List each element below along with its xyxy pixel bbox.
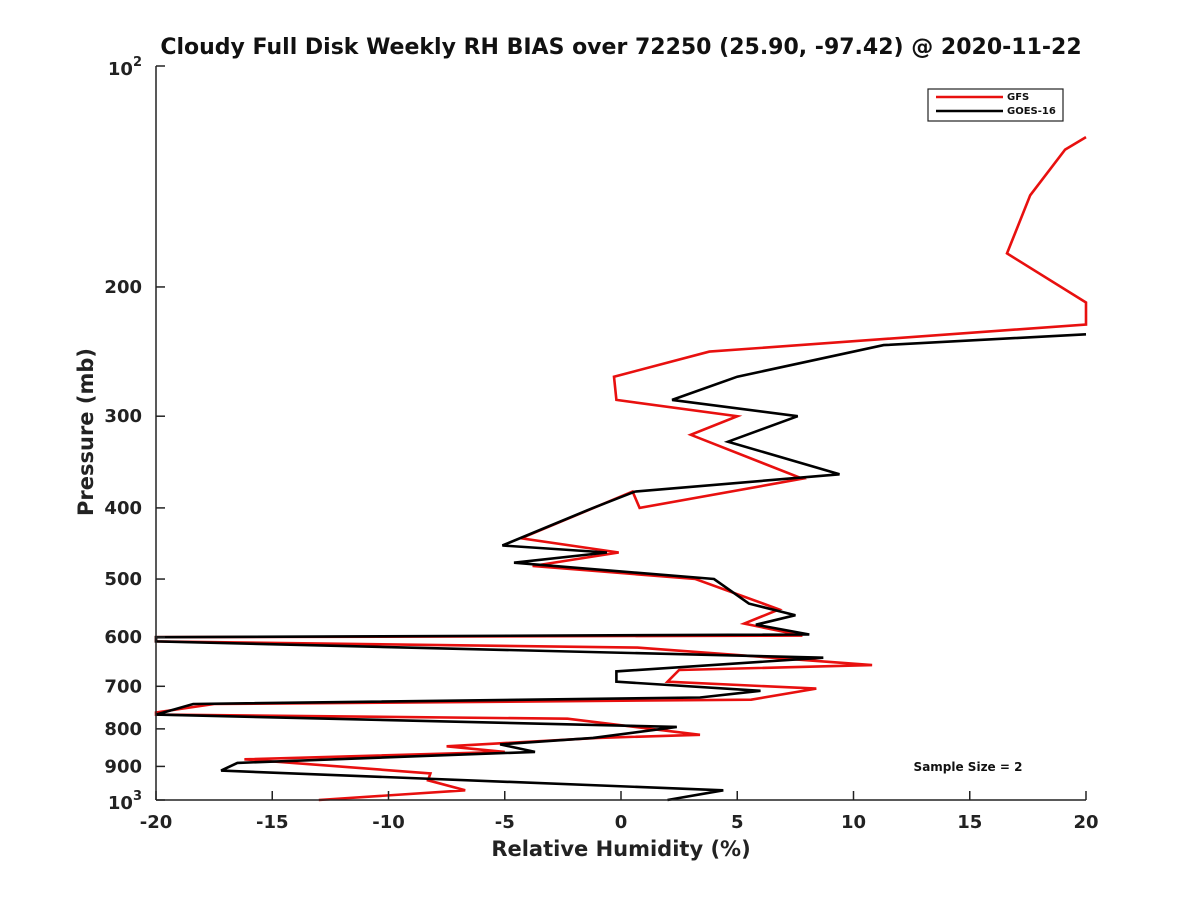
legend: GFS GOES-16: [927, 88, 1064, 122]
sample-size-annotation: Sample Size = 2: [914, 760, 1023, 774]
x-tick-label: -5: [495, 812, 515, 833]
y-tick-label: 300: [104, 406, 142, 427]
x-tick-label: 15: [957, 812, 982, 833]
x-tick-label: -10: [372, 812, 405, 833]
x-tick-label: -20: [140, 812, 173, 833]
x-tick-label: 20: [1073, 812, 1098, 833]
y-tick-label: 600: [104, 627, 142, 648]
series-line-goes16: [154, 333, 1087, 802]
y-tick-label: 700: [104, 676, 142, 697]
chart-title: Cloudy Full Disk Weekly RH BIAS over 722…: [160, 35, 1081, 60]
x-tick-label: 5: [731, 812, 744, 833]
x-tick-label: 0: [615, 812, 628, 833]
x-ticks: -20 -15 -10 -5 0 5 10 15 20: [140, 791, 1099, 833]
legend-box: [927, 88, 1064, 122]
y-axis-label: Pressure (mb): [74, 348, 98, 516]
x-tick-label: 10: [841, 812, 866, 833]
y-tick-label: 800: [104, 719, 142, 740]
x-axis-label: Relative Humidity (%): [491, 837, 750, 861]
y-tick-label: 500: [104, 569, 142, 590]
y-tick-label: 900: [104, 756, 142, 777]
x-tick-label: -15: [256, 812, 289, 833]
legend-label-goes16: GOES-16: [1007, 106, 1056, 117]
y-tick-label: 200: [104, 277, 142, 298]
legend-label-gfs: GFS: [1007, 92, 1029, 103]
series-lines: [154, 135, 1088, 802]
y-tick-label: 400: [104, 498, 142, 519]
